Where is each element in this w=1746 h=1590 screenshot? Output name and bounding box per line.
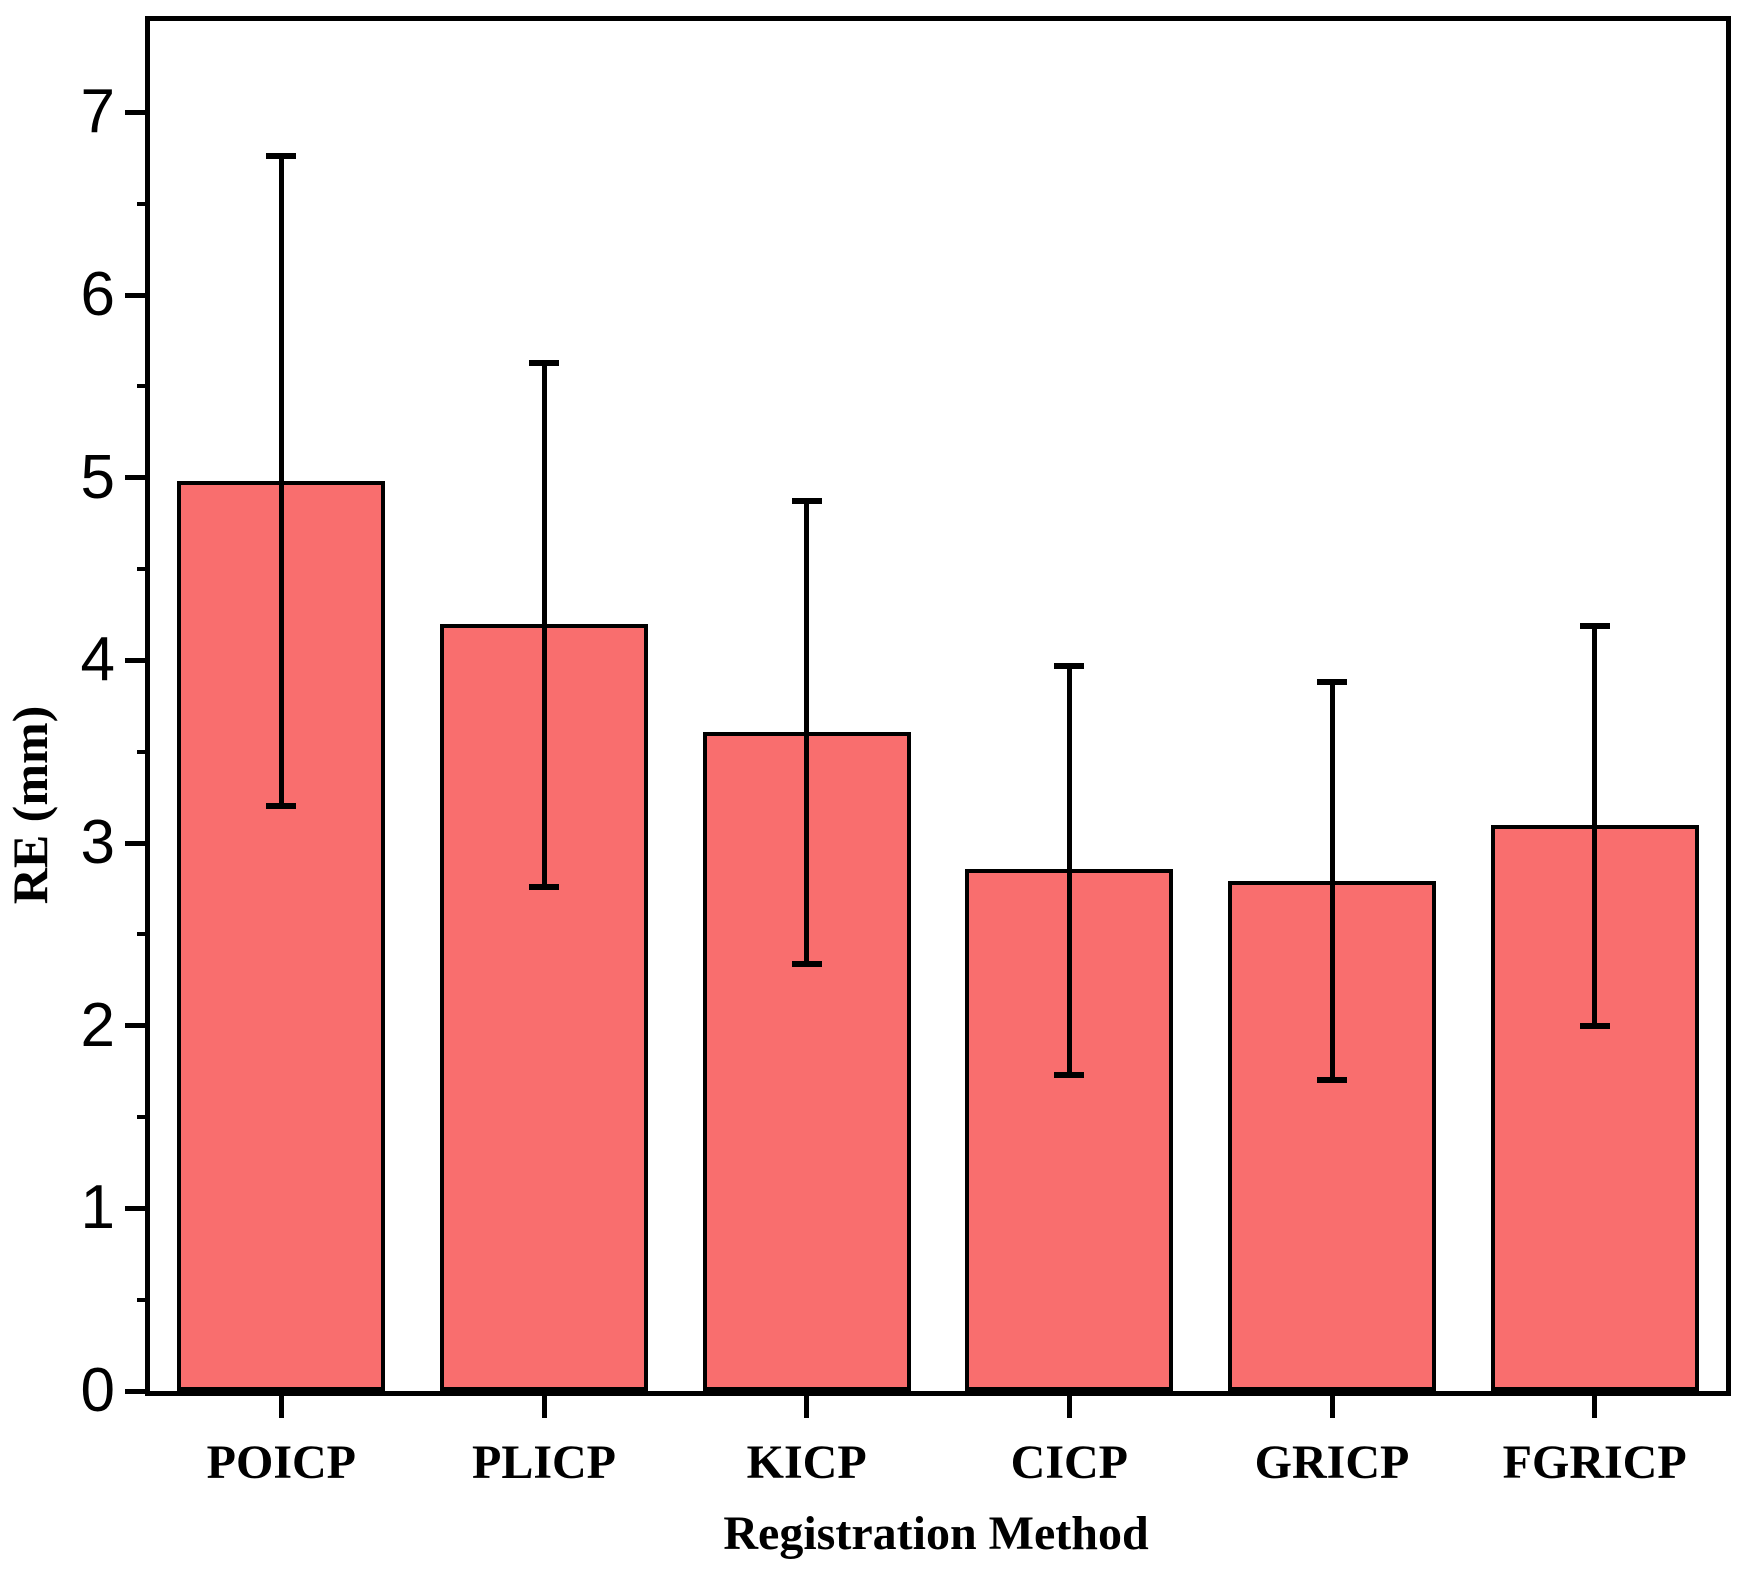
- x-axis-tick: [804, 1393, 810, 1418]
- error-bar-upper-cap: [1579, 622, 1610, 629]
- error-bar-kicp: [804, 501, 810, 964]
- error-bar-lower-cap: [1579, 1022, 1610, 1029]
- y-axis-minor-tick: [137, 384, 150, 389]
- error-bar-lower-cap: [529, 883, 559, 890]
- error-bar-lower-cap: [266, 803, 297, 810]
- error-bar-upper-cap: [791, 498, 822, 505]
- y-axis-major-tick: [125, 475, 150, 481]
- error-bar-upper-cap: [1317, 679, 1347, 686]
- x-axis-category-label: PLICP: [472, 1436, 616, 1489]
- x-axis-title: Registration Method: [723, 1507, 1149, 1560]
- x-axis-tick: [278, 1393, 284, 1418]
- y-axis-tick-label: 0: [80, 1356, 115, 1425]
- error-bar-cicp: [1066, 665, 1072, 1075]
- error-bar-gricp: [1329, 682, 1335, 1081]
- y-axis-tick-label: 5: [80, 442, 115, 512]
- y-axis-major-tick: [125, 657, 150, 663]
- y-axis-tick-label: 7: [80, 77, 115, 147]
- x-axis-tick: [541, 1393, 547, 1418]
- x-axis-category-label: FGRICP: [1502, 1436, 1687, 1489]
- y-axis-minor-tick: [137, 1297, 150, 1302]
- y-axis-minor-tick: [137, 932, 150, 937]
- bar-kicp: [702, 731, 911, 1391]
- y-axis-major-tick: [125, 1023, 150, 1029]
- error-bar-lower-cap: [1317, 1077, 1347, 1084]
- error-bar-lower-cap: [791, 960, 822, 967]
- y-axis-minor-tick: [137, 1115, 150, 1119]
- y-axis-tick-label: 3: [80, 808, 115, 877]
- x-axis-category-label: GRICP: [1254, 1436, 1410, 1489]
- error-bar-lower-cap: [1054, 1071, 1085, 1078]
- error-bar-upper-cap: [266, 153, 297, 160]
- error-bar-fgricp: [1592, 625, 1598, 1026]
- x-axis-tick: [1592, 1393, 1598, 1418]
- x-axis-tick: [1066, 1393, 1072, 1418]
- error-bar-poicp: [278, 156, 284, 807]
- y-axis-minor-tick: [137, 567, 150, 571]
- bar-cicp: [965, 868, 1174, 1391]
- error-bar-plicp: [541, 362, 547, 887]
- y-axis-major-tick: [125, 1205, 150, 1211]
- y-axis-minor-tick: [137, 201, 150, 206]
- error-bar-upper-cap: [529, 359, 559, 366]
- y-axis-tick-label: 4: [80, 625, 115, 695]
- y-axis-major-tick: [125, 109, 150, 115]
- y-axis-major-tick: [125, 1388, 150, 1394]
- y-axis-major-tick: [125, 840, 150, 846]
- x-axis-tick: [1329, 1393, 1335, 1418]
- x-axis-category-label: KICP: [746, 1436, 867, 1489]
- plot-area: [145, 16, 1731, 1396]
- error-bar-upper-cap: [1054, 662, 1085, 669]
- x-axis-category-label: CICP: [1010, 1436, 1128, 1489]
- y-axis-tick-label: 2: [80, 990, 115, 1060]
- y-axis-tick-label: 1: [80, 1173, 115, 1243]
- y-axis-major-tick: [125, 292, 150, 298]
- y-axis-minor-tick: [137, 749, 150, 754]
- y-axis-tick-label: 6: [80, 260, 115, 329]
- x-axis-category-label: POICP: [206, 1436, 356, 1489]
